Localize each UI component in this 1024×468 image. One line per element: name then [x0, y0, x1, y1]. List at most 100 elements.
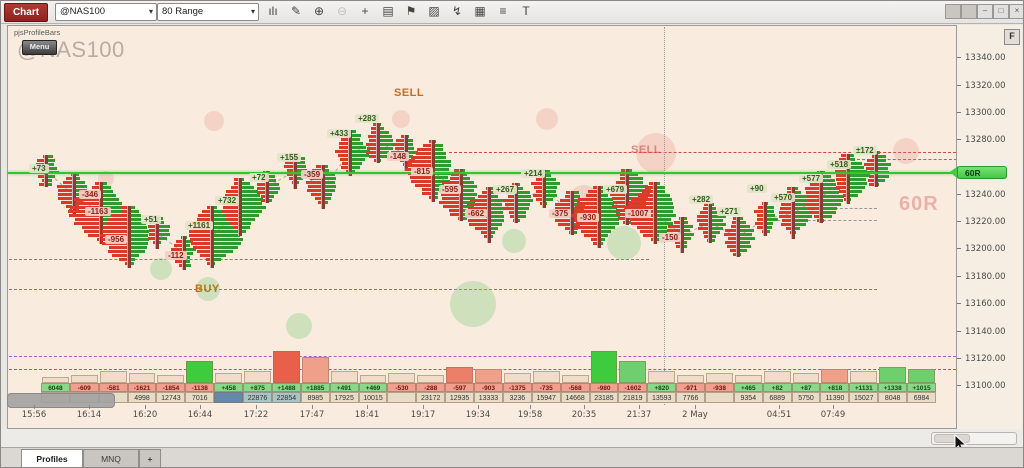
profile-ask-row: [325, 181, 335, 185]
profile-ask-row: [131, 210, 139, 213]
profile-bid-row: [475, 227, 487, 231]
profile-node[interactable]: [356, 122, 400, 164]
profile-ask-row: [76, 173, 79, 177]
profile-ask-row: [214, 230, 243, 233]
profile-node[interactable]: [743, 202, 787, 236]
tile-window-button-1[interactable]: [945, 4, 961, 19]
volume-cell: 3236: [502, 392, 532, 403]
horizontal-scrollbar[interactable]: [931, 432, 1017, 445]
flag-panel-icon[interactable]: ⚑: [405, 4, 417, 18]
profile-bid-row: [806, 202, 819, 206]
profile-ask-row: [712, 202, 714, 206]
profile-ask-row: [325, 169, 329, 173]
time-tick-label: 15:56: [21, 410, 47, 420]
profile-bid-row: [643, 234, 653, 237]
zigzag-icon[interactable]: ↯: [451, 4, 463, 18]
minimize-button[interactable]: –: [977, 4, 993, 19]
grid-icon[interactable]: ▦: [474, 4, 486, 18]
profile-bid-row: [787, 191, 791, 195]
chart-bars-icon[interactable]: ılı: [268, 4, 278, 18]
histogram-bar: [388, 373, 416, 383]
profile-bid-row: [630, 218, 653, 221]
profile-ask-row: [159, 237, 167, 241]
tab-profiles[interactable]: Profiles: [21, 449, 83, 467]
page-notes-icon[interactable]: ▤: [382, 4, 394, 18]
profile-node[interactable]: [100, 206, 151, 268]
profile-ask-row: [408, 143, 413, 147]
delta-cell: -1138: [185, 383, 215, 392]
profile-ask-row: [601, 194, 608, 197]
profile-node[interactable]: [688, 202, 732, 244]
profile-ask-row: [491, 231, 495, 235]
profile-bid-row: [234, 181, 238, 185]
profile-node[interactable]: [854, 150, 898, 188]
profile-bid-row: [449, 208, 459, 212]
profile-ask-row: [823, 206, 837, 210]
profile-node[interactable]: [716, 216, 760, 258]
crosshair-icon[interactable]: +: [361, 4, 369, 18]
profile-bid-row: [836, 186, 846, 190]
price-tick-label: 13160.00: [965, 299, 1006, 309]
profile-ask-row: [823, 186, 840, 190]
profile-bid-row: [58, 189, 72, 193]
histogram-bar: [244, 371, 271, 383]
profile-bid-row: [202, 210, 210, 213]
profile-ask-row: [850, 186, 865, 190]
chart-corner-button[interactable]: F: [1004, 29, 1020, 45]
add-tab-button[interactable]: +: [139, 449, 161, 467]
profile-bid-row: [125, 262, 127, 265]
profile-ask-row: [463, 200, 475, 204]
volume-cell: 15027: [849, 392, 879, 403]
maximize-button[interactable]: □: [993, 4, 1009, 19]
profile-bid-row: [584, 234, 597, 237]
range-dropdown[interactable]: 80 Range ▾: [157, 3, 259, 21]
volume-cell: 13593: [647, 392, 677, 403]
profile-ask-row: [823, 190, 839, 194]
profile-ask-row: [878, 182, 879, 186]
delta-cell: +1131: [849, 383, 879, 392]
profile-bid-row: [613, 200, 625, 204]
profile-ask-row: [823, 178, 835, 182]
profile-ask-row: [352, 141, 363, 145]
profile-bid-row: [616, 208, 625, 212]
close-button[interactable]: ×: [1009, 4, 1023, 19]
zoom-in-icon[interactable]: ⊕: [313, 4, 325, 18]
profile-bid-row: [450, 212, 459, 216]
profile-ask-row: [408, 155, 413, 159]
profile-bid-row: [422, 188, 431, 192]
text-tool-icon[interactable]: T: [522, 4, 530, 18]
profile-bid-row: [566, 190, 570, 194]
profile-ask-row: [795, 223, 806, 227]
price-axis[interactable]: 13340.00 13320.00 13300.00 13280.00 13240.00…: [956, 25, 1022, 429]
symbol-dropdown[interactable]: @NAS100 ▾: [55, 3, 157, 21]
tile-window-button-2[interactable]: [961, 4, 977, 19]
horizontal-scrollbar-thumb[interactable]: [934, 434, 970, 443]
draw-pencil-icon[interactable]: ✎: [290, 4, 302, 18]
time-tick-label: 16:14: [76, 410, 102, 420]
list-icon[interactable]: ≡: [499, 4, 507, 18]
profile-ask-row: [463, 172, 467, 176]
profile-bid-row: [836, 178, 846, 182]
profile-ask-row: [850, 194, 858, 198]
lower-level-line-1: [9, 356, 956, 357]
chart-menu-button[interactable]: Chart: [4, 3, 48, 22]
volume-cell: 21819: [618, 392, 648, 403]
indicator-menu-button[interactable]: Menu: [22, 40, 57, 55]
profile-bid-row: [807, 194, 819, 198]
profile-bid-row: [311, 193, 321, 197]
node-delta-label: -359: [301, 170, 324, 179]
profile-ask-row: [435, 144, 443, 148]
tab-mnq[interactable]: MNQ: [83, 449, 139, 467]
profile-node[interactable]: [328, 129, 372, 177]
chart-box-icon[interactable]: ▨: [428, 4, 440, 18]
volume-cell: 6984: [907, 392, 936, 403]
profile-node[interactable]: [799, 170, 844, 224]
chart-hscroll-thumb[interactable]: [7, 393, 115, 408]
price-tick-label: 13340.00: [965, 53, 1006, 63]
chart-panel[interactable]: [7, 25, 1022, 429]
profile-bid-row: [837, 182, 846, 186]
time-tick-label: 19:17: [410, 410, 436, 420]
profile-node[interactable]: [189, 206, 243, 268]
profile-node-bar: [321, 165, 325, 209]
profile-node[interactable]: [522, 169, 566, 209]
